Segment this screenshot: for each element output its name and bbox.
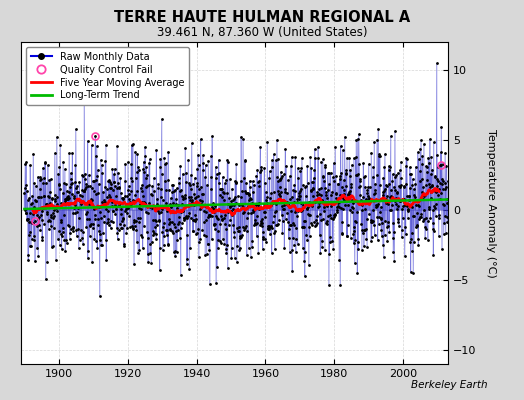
Text: TERRE HAUTE HULMAN REGIONAL A: TERRE HAUTE HULMAN REGIONAL A: [114, 10, 410, 25]
Text: 39.461 N, 87.360 W (United States): 39.461 N, 87.360 W (United States): [157, 26, 367, 39]
Legend: Raw Monthly Data, Quality Control Fail, Five Year Moving Average, Long-Term Tren: Raw Monthly Data, Quality Control Fail, …: [26, 47, 189, 105]
Text: Berkeley Earth: Berkeley Earth: [411, 380, 487, 390]
Y-axis label: Temperature Anomaly (°C): Temperature Anomaly (°C): [486, 129, 496, 277]
